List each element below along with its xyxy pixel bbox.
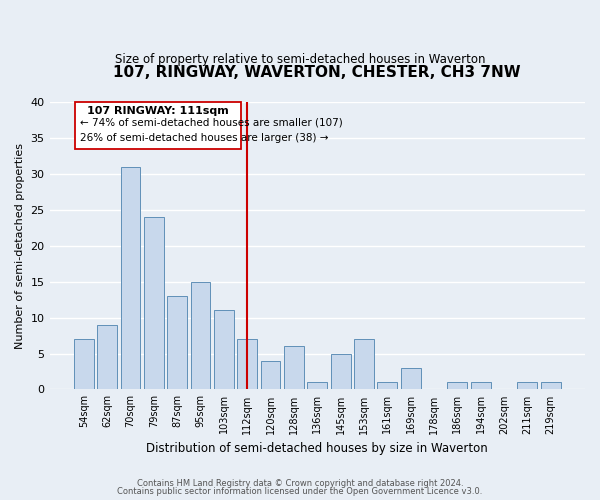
Bar (74, 339, 94, 390)
Bar (354, 339, 374, 390)
Bar (517, 382, 538, 390)
Text: Contains HM Land Registry data © Crown copyright and database right 2024.: Contains HM Land Registry data © Crown c… (137, 478, 463, 488)
Y-axis label: Number of semi-detached properties: Number of semi-detached properties (15, 142, 25, 348)
Title: 107, RINGWAY, WAVERTON, CHESTER, CH3 7NW: 107, RINGWAY, WAVERTON, CHESTER, CH3 7NW (113, 65, 521, 80)
Bar (377, 382, 397, 390)
Bar (541, 382, 560, 390)
Text: Contains public sector information licensed under the Open Government Licence v3: Contains public sector information licen… (118, 487, 482, 496)
Bar (260, 360, 280, 390)
Bar (121, 166, 140, 390)
Text: ← 74% of semi-detached houses are smaller (107): ← 74% of semi-detached houses are smalle… (80, 118, 343, 128)
Bar (307, 382, 327, 390)
Bar (284, 346, 304, 390)
Bar (238, 339, 257, 390)
FancyBboxPatch shape (75, 102, 241, 148)
Bar (331, 354, 350, 390)
Bar (191, 282, 211, 390)
Text: Size of property relative to semi-detached houses in Waverton: Size of property relative to semi-detach… (115, 52, 485, 66)
X-axis label: Distribution of semi-detached houses by size in Waverton: Distribution of semi-detached houses by … (146, 442, 488, 455)
Bar (167, 296, 187, 390)
Bar (214, 310, 234, 390)
Bar (448, 382, 467, 390)
Bar (471, 382, 491, 390)
Bar (144, 217, 164, 390)
Bar (401, 368, 421, 390)
Text: 107 RINGWAY: 111sqm: 107 RINGWAY: 111sqm (87, 106, 229, 117)
Bar (97, 325, 117, 390)
Text: 26% of semi-detached houses are larger (38) →: 26% of semi-detached houses are larger (… (80, 133, 329, 143)
